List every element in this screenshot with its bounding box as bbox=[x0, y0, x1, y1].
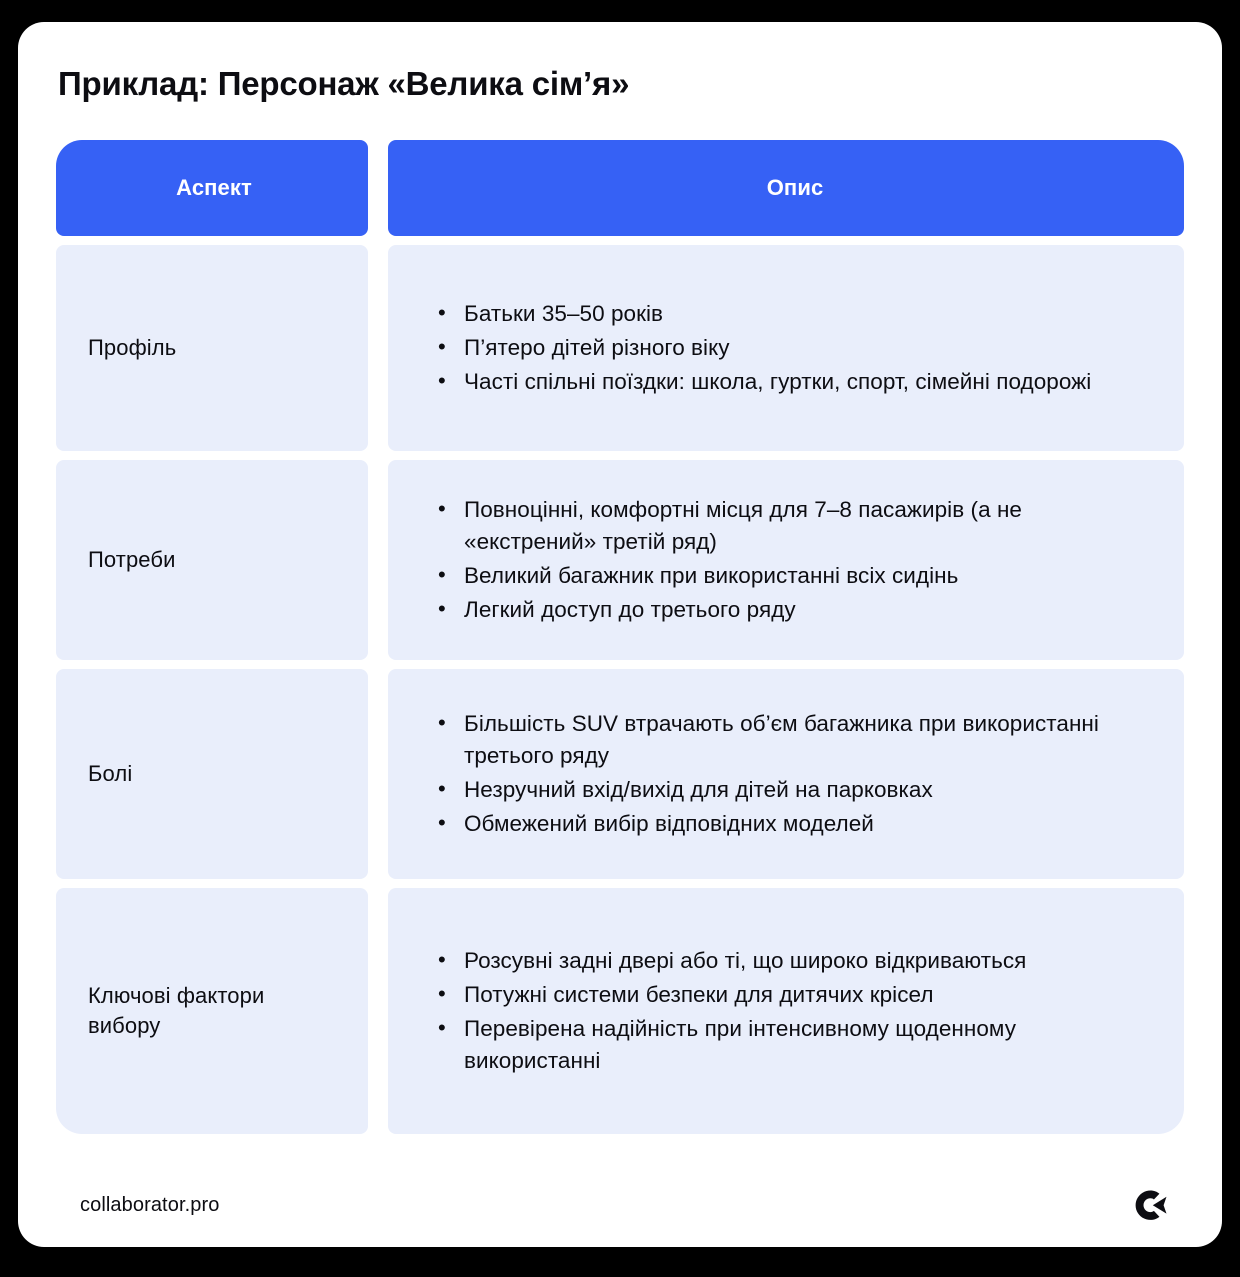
bullet-list: Повноцінні, комфортні місця для 7–8 паса… bbox=[436, 493, 1154, 626]
bullet-item: Потужні системи безпеки для дитячих кріс… bbox=[436, 978, 1154, 1011]
bullet-item: П’ятеро дітей різного віку bbox=[436, 331, 1154, 364]
row-aspect-label: Болі bbox=[88, 760, 133, 786]
bullet-item: Обмежений вибір відповідних моделей bbox=[436, 807, 1154, 840]
row-aspect-cell: Ключові фактори вибору bbox=[56, 887, 368, 1134]
footer-url: collaborator.pro bbox=[80, 1193, 220, 1216]
table-row: Ключові фактори вибору Розсувні задні дв… bbox=[56, 887, 1184, 1134]
content-card: Приклад: Персонаж «Велика сім’я» Аспект … bbox=[18, 22, 1222, 1247]
row-aspect-cell: Профіль bbox=[56, 244, 368, 451]
row-aspect-cell: Болі bbox=[56, 668, 368, 879]
row-aspect-label: Потреби bbox=[88, 546, 176, 572]
header-label-aspect: Аспект bbox=[176, 174, 252, 200]
table-row: Болі Більшість SUV втрачають об’єм багаж… bbox=[56, 668, 1184, 879]
bullet-item: Незручний вхід/вихід для дітей на парков… bbox=[436, 773, 1154, 806]
bullet-list: Розсувні задні двері або ті, що широко в… bbox=[436, 944, 1154, 1077]
row-description-cell: Більшість SUV втрачають об’єм багажника … bbox=[388, 668, 1184, 879]
bullet-item: Часті спільні поїздки: школа, гуртки, сп… bbox=[436, 365, 1154, 398]
row-aspect-label: Профіль bbox=[88, 334, 177, 360]
bullet-item: Великий багажник при використанні всіх с… bbox=[436, 559, 1154, 592]
table-header-row: Аспект Опис bbox=[56, 139, 1184, 236]
page-title: Приклад: Персонаж «Велика сім’я» bbox=[58, 65, 630, 102]
row-description-cell: Батьки 35–50 років П’ятеро дітей різного… bbox=[388, 244, 1184, 451]
table-row: Потреби Повноцінні, комфортні місця для … bbox=[56, 459, 1184, 660]
bullet-item: Повноцінні, комфортні місця для 7–8 паса… bbox=[436, 493, 1154, 558]
header-label-description: Опис bbox=[766, 174, 824, 200]
bullet-list: Більшість SUV втрачають об’єм багажника … bbox=[436, 707, 1154, 840]
bullet-item: Перевірена надійність при інтенсивному щ… bbox=[436, 1012, 1154, 1077]
row-description-cell: Повноцінні, комфортні місця для 7–8 паса… bbox=[388, 459, 1184, 660]
bullet-item: Більшість SUV втрачають об’єм багажника … bbox=[436, 707, 1154, 772]
header-cell-description: Опис bbox=[388, 139, 1184, 236]
row-aspect-cell: Потреби bbox=[56, 459, 368, 660]
collaborator-logo-icon bbox=[1135, 1190, 1167, 1220]
bullet-item: Розсувні задні двері або ті, що широко в… bbox=[436, 944, 1154, 977]
bullet-list: Батьки 35–50 років П’ятеро дітей різного… bbox=[436, 297, 1154, 398]
row-aspect-label: Ключові фактори вибору bbox=[88, 983, 265, 1038]
bullet-item: Батьки 35–50 років bbox=[436, 297, 1154, 330]
table-row: Профіль Батьки 35–50 років П’ятеро дітей… bbox=[56, 244, 1184, 451]
footer: collaborator.pro bbox=[56, 1185, 1184, 1225]
bullet-item: Легкий доступ до третього ряду bbox=[436, 593, 1154, 626]
persona-table: Аспект Опис Профіль Батьки 35–50 років П… bbox=[56, 139, 1184, 1134]
row-description-cell: Розсувні задні двері або ті, що широко в… bbox=[388, 887, 1184, 1134]
header-cell-aspect: Аспект bbox=[56, 139, 368, 236]
